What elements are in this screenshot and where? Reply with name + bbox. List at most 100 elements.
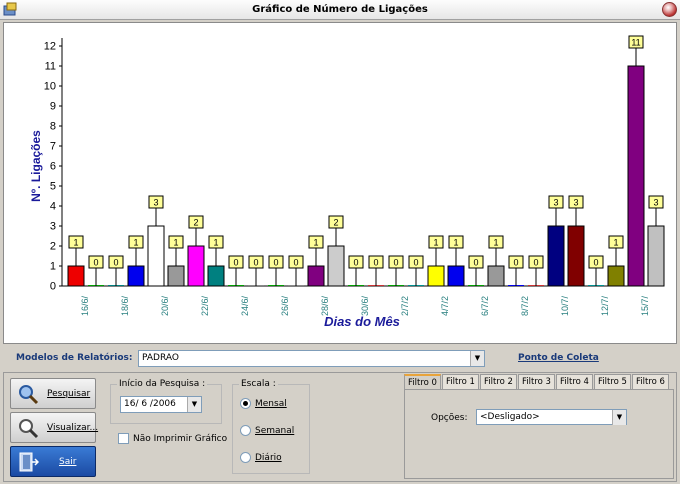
data-label-box [408,255,424,269]
options-select[interactable]: <Desligado> ▼ [476,409,627,425]
report-model-row: Modelos de Relatórios: PADRAO ▼ Ponto de… [0,348,680,370]
data-label: 2 [193,218,198,228]
data-label-box [88,255,104,269]
tab-filter-3[interactable]: Filtro 3 [518,374,555,389]
bar [447,265,465,287]
y-tick-label: 4 [50,201,56,213]
search-icon [19,385,39,405]
data-label: 1 [213,238,218,248]
scale-daily-label: Diário [255,453,282,463]
scale-monthly-radio[interactable] [240,398,251,409]
scale-monthly-label: Mensal [255,399,287,409]
preview-button[interactable]: Visualizar... [10,412,99,443]
title-bar: Gráfico de Número de Ligações [0,0,680,20]
scale-group: Escala : [232,379,310,474]
data-label: 0 [533,258,538,268]
bottom-panel [3,372,677,482]
data-label-box [288,255,304,269]
data-label: 0 [473,258,478,268]
x-tick-label: 2/7/2 [400,296,410,316]
report-model-select[interactable]: PADRAO ▼ [138,350,485,367]
data-label-box [588,255,604,269]
bar [567,225,585,287]
start-date-picker[interactable]: 16/ 6 /2006 ▼ [120,396,202,413]
data-label: 0 [113,258,118,268]
y-tick-label: 10 [44,81,56,93]
data-label: 11 [631,38,640,48]
preview-button-label: Visualizar... [47,423,99,433]
exit-button[interactable]: Sair [10,446,96,477]
data-label-box [648,195,664,209]
data-label-box [468,255,484,269]
y-tick-label: 6 [50,161,56,173]
bar [607,265,625,287]
app-icon [3,2,17,16]
data-label-box [68,235,84,249]
tab-filter-4[interactable]: Filtro 4 [556,374,593,389]
data-label-box [208,235,224,249]
bar [207,265,225,287]
data-label-box [148,195,164,209]
x-tick-label: 4/7/2 [440,296,450,316]
collect-point-link[interactable]: Ponto de Coleta [518,353,599,363]
data-label: 0 [413,258,418,268]
data-label: 1 [613,238,618,248]
tab-filter-5[interactable]: Filtro 5 [594,374,631,389]
data-label-box [568,195,584,209]
data-label: 0 [373,258,378,268]
data-label: 3 [573,198,578,208]
data-label-box [428,235,444,249]
data-label-box [228,255,244,269]
scale-weekly-radio[interactable] [240,425,251,436]
exit-button-label: Sair [59,457,77,467]
bar [127,265,145,287]
x-tick-label: 30/6/ [360,295,370,316]
tab-filter-1[interactable]: Filtro 1 [442,374,479,389]
tab-filter-2[interactable]: Filtro 2 [480,374,517,389]
tab-filter-6[interactable]: Filtro 6 [632,374,669,389]
data-label: 1 [73,238,78,248]
data-label: 1 [133,238,138,248]
magnifier-icon [19,419,39,439]
data-label: 1 [173,238,178,248]
data-label-box [348,255,364,269]
no-print-chart-label: Não Imprimir Gráfico [133,434,228,444]
data-label: 3 [653,198,658,208]
scale-weekly-label: Semanal [255,426,295,436]
bar [187,245,205,287]
bar [147,225,165,287]
data-label: 0 [593,258,598,268]
x-tick-label: 6/7/2 [480,296,490,316]
data-label: 1 [453,238,458,248]
x-tick-label: 24/6/ [240,295,250,316]
no-print-chart-checkbox[interactable] [118,433,129,444]
calendar-dropdown-icon[interactable]: ▼ [187,397,201,412]
scale-daily-radio[interactable] [240,452,251,463]
x-tick-label: 26/6/ [280,295,290,316]
data-label: 3 [153,198,158,208]
data-label: 3 [553,198,558,208]
bar [67,265,85,287]
search-button[interactable]: Pesquisar [10,378,96,409]
y-tick-label: 2 [50,241,56,253]
chevron-down-icon[interactable]: ▼ [612,410,626,425]
bar [167,265,185,287]
y-tick-label: 7 [50,141,56,153]
data-label-box [388,255,404,269]
bar [647,225,665,287]
data-label-box [188,215,204,229]
y-tick-label: 1 [50,261,56,273]
data-label: 0 [253,258,258,268]
options-label: Opções: [431,413,468,423]
y-tick-label: 0 [50,281,56,293]
data-label: 1 [493,238,498,248]
data-label: 1 [433,238,438,248]
bar [627,65,645,287]
y-tick-label: 9 [50,101,56,113]
tab-filter-0[interactable]: Filtro 0 [404,374,441,389]
data-label-box [368,255,384,269]
x-tick-label: 8/7/2 [520,296,530,316]
y-tick-label: 11 [45,61,56,73]
close-button[interactable] [662,2,677,17]
chevron-down-icon[interactable]: ▼ [470,351,484,366]
